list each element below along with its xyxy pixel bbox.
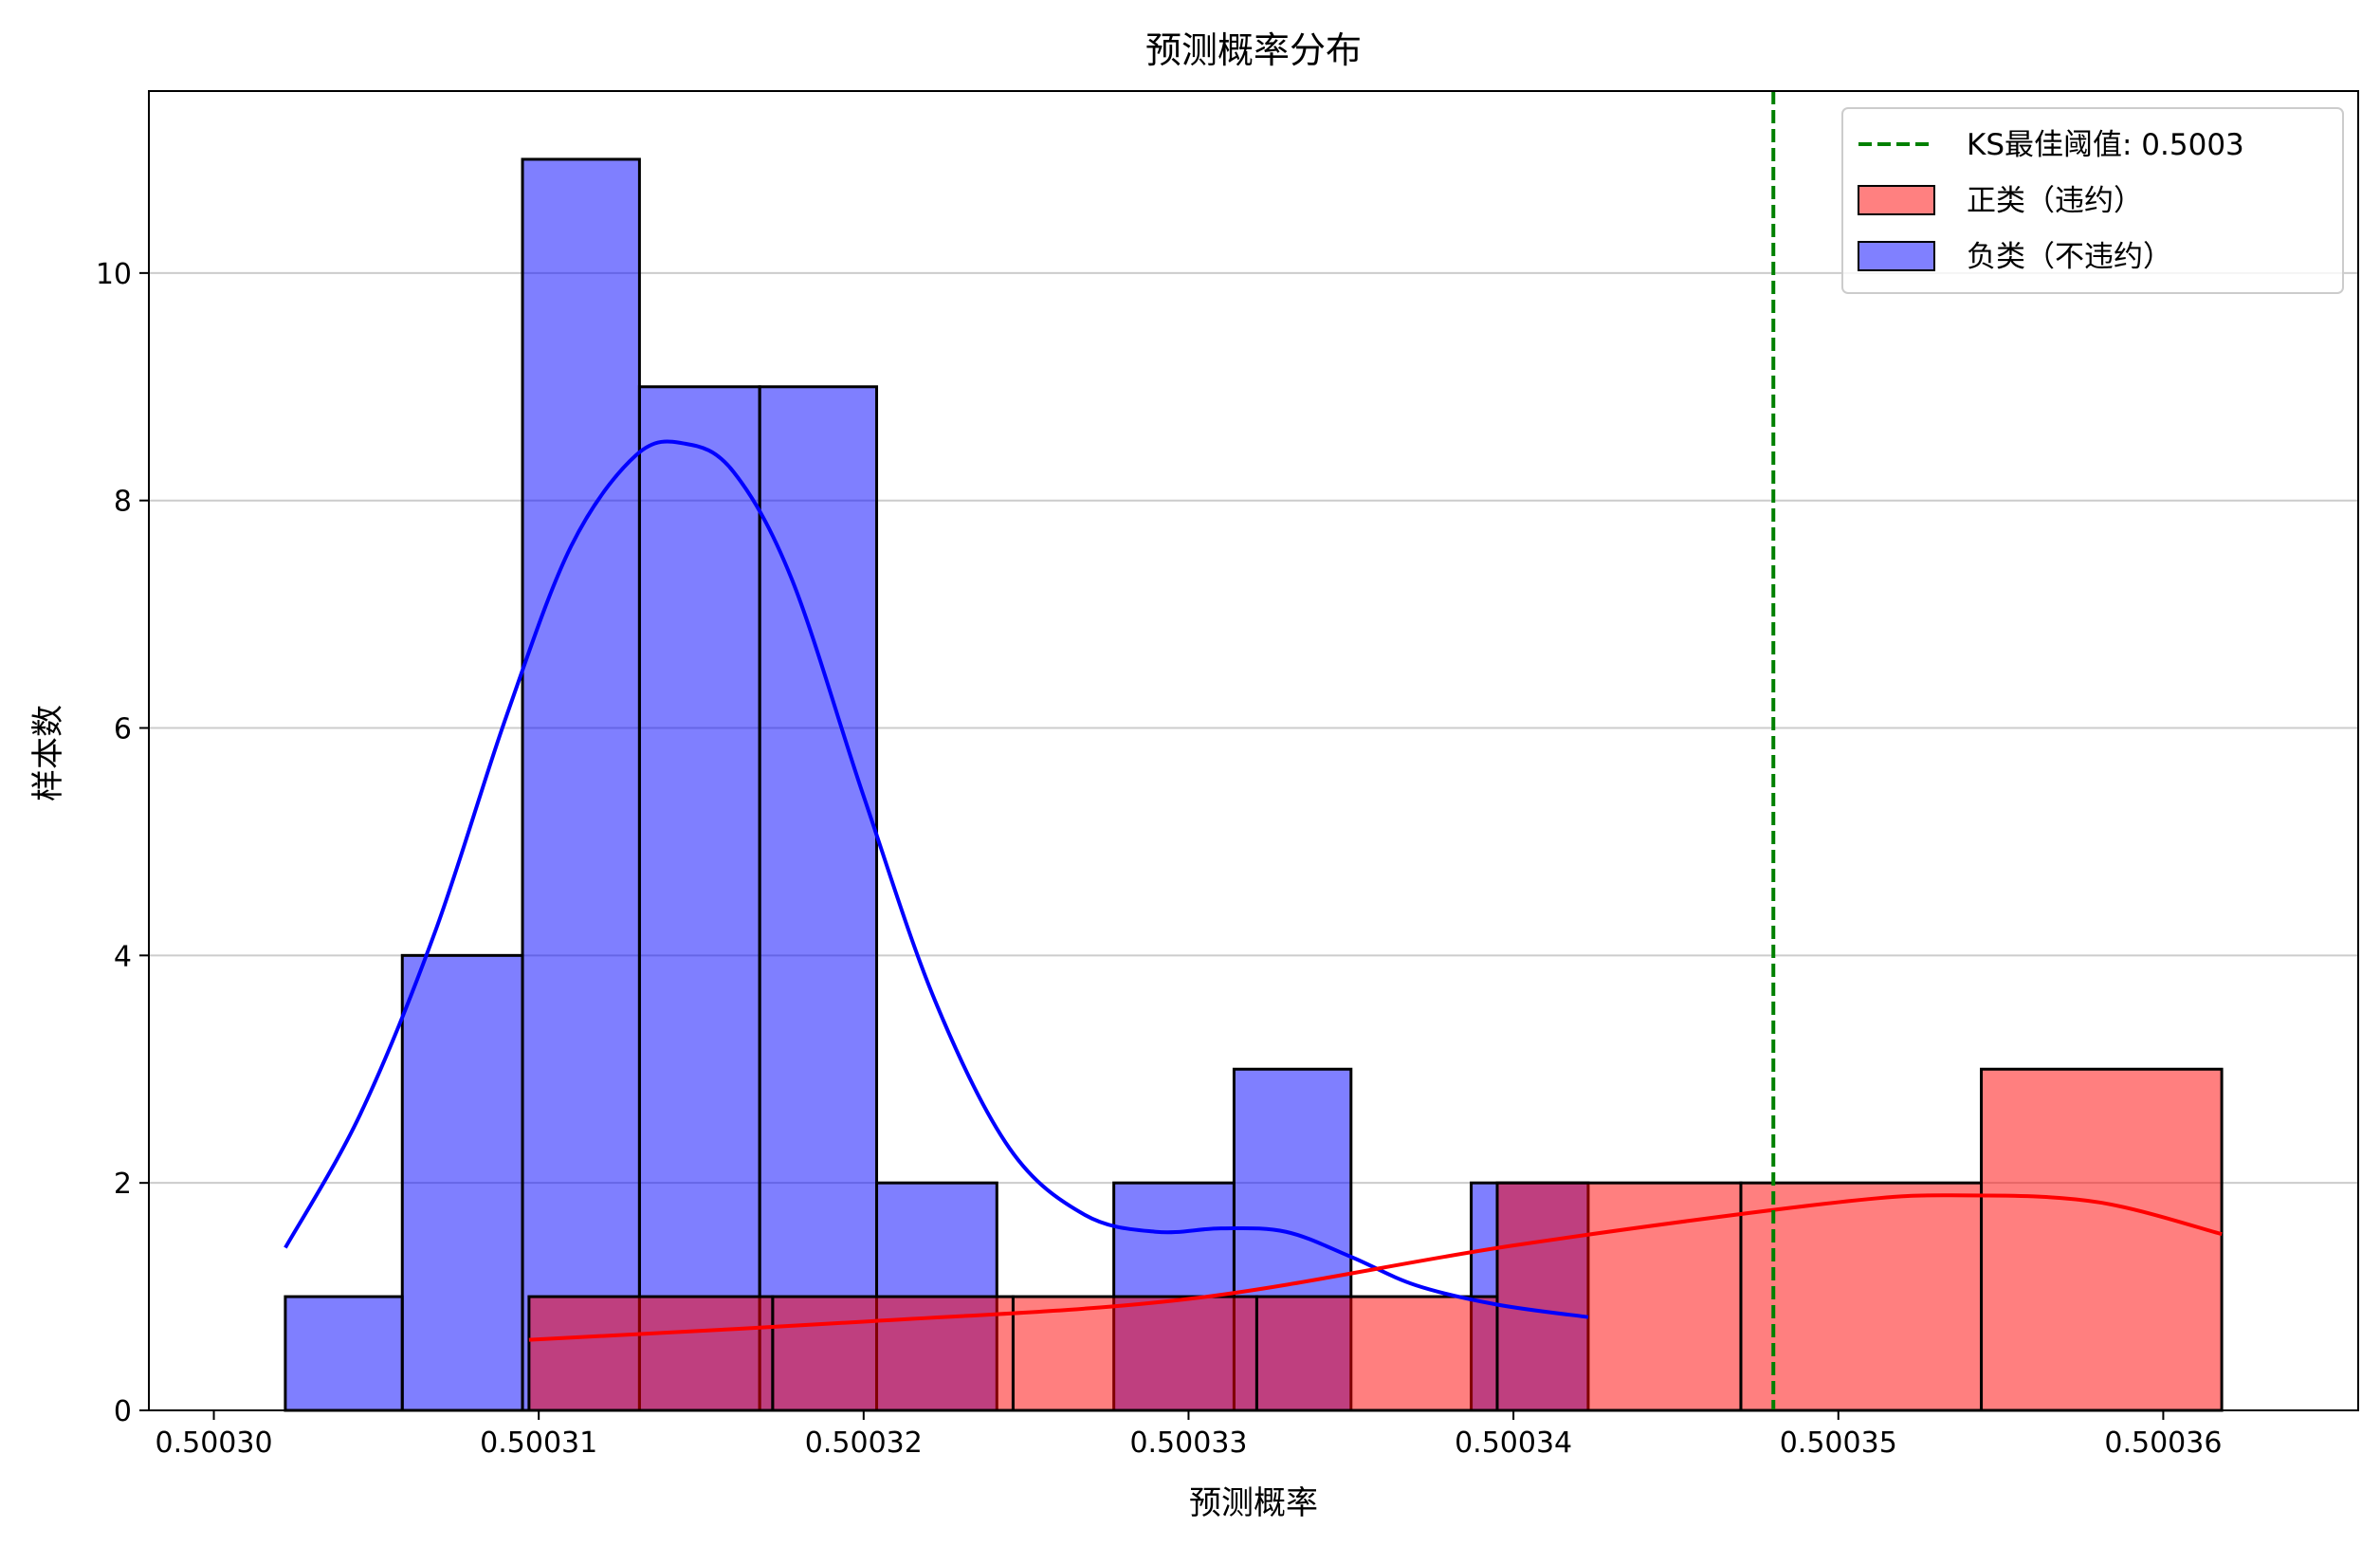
positive-bar [1739,1181,1984,1412]
positive-bar [1254,1295,1499,1412]
y-tick-label: 2 [114,1168,132,1201]
negative-kde-line [284,439,1589,1319]
positive-kde-line [528,1193,2223,1342]
negative-bar [284,1295,404,1412]
legend-positive-swatch [1858,185,1935,215]
negative-class-bars [284,157,1590,1412]
positive-bar [1011,1295,1258,1412]
x-tick-label: 0.50032 [805,1426,923,1460]
legend-threshold-label: KS最佳阈值: 0.5003 [1967,128,2244,162]
y-tick-label: 0 [114,1395,132,1428]
positive-class-bars [527,1067,2224,1412]
negative-bar [521,157,641,1412]
y-tick-label: 8 [114,486,132,519]
x-axis-title: 预测概率 [1189,1484,1318,1522]
chart-title: 预测概率分布 [1145,29,1362,71]
positive-bar [527,1295,775,1412]
negative-bar [637,385,761,1412]
x-tick-label: 0.50030 [155,1426,272,1460]
legend-positive-label: 正类（违约） [1967,184,2143,218]
x-tick-label: 0.50034 [1455,1426,1572,1460]
legend-box [1841,107,2344,294]
x-tick-label: 0.50036 [2104,1426,2222,1460]
plot-frame [148,90,2359,1411]
axes-layer: 0.50030 0.50031 0.50032 0.50033 0.50034 0.500… [96,90,2359,1460]
x-tick-label: 0.50035 [1780,1426,1897,1460]
legend-negative-swatch [1858,241,1935,271]
negative-bar [400,953,524,1412]
negative-bar [758,385,879,1412]
legend: KS最佳阈值: 0.5003 正类（违约） 负类（不违约） [1841,107,2344,294]
x-tick-label: 0.50031 [480,1426,597,1460]
positive-bar [1980,1067,2224,1412]
y-tick-label: 10 [96,258,132,291]
y-axis-title: 样本数 [29,705,67,801]
y-tick-label: 4 [114,940,132,973]
kde-curves [284,439,2223,1342]
x-tick-label: 0.50033 [1129,1426,1247,1460]
legend-negative-label: 负类（不违约） [1967,240,2172,274]
y-tick-label: 6 [114,713,132,746]
